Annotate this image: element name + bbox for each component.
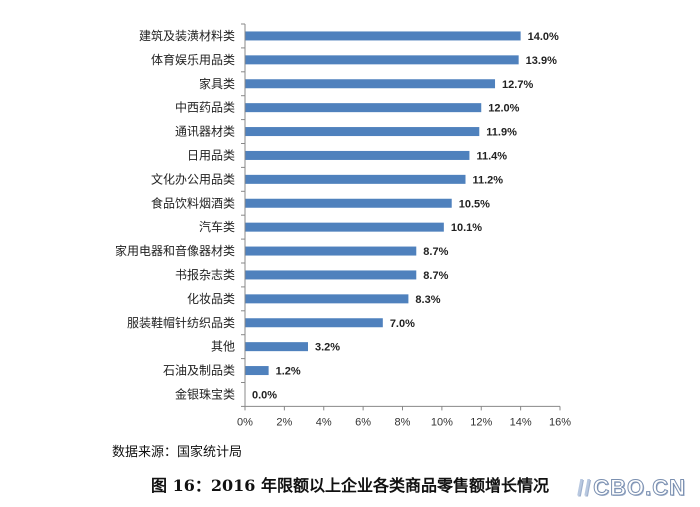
figure-caption: 图 16：2016 年限额以上企业各类商品零售额增长情况	[151, 476, 549, 495]
data-source-note: 数据来源：国家统计局	[112, 445, 243, 460]
value-label: 8.7%	[423, 246, 448, 258]
value-label: 11.4%	[476, 150, 507, 162]
x-tick-label: 16%	[549, 416, 571, 428]
bar	[245, 31, 521, 41]
bar	[245, 366, 269, 376]
bar	[245, 103, 482, 113]
value-label: 8.7%	[423, 270, 448, 282]
value-label: 10.5%	[459, 198, 490, 210]
value-label: 13.9%	[526, 55, 557, 67]
x-tick-label: 10%	[431, 416, 453, 428]
category-label: 家用电器和音像器材类	[115, 243, 235, 258]
bar	[245, 294, 409, 304]
x-tick-label: 12%	[470, 416, 492, 428]
bar	[245, 174, 466, 184]
value-label: 1.2%	[276, 366, 301, 378]
category-label: 日用品类	[187, 148, 235, 162]
value-label: 0.0%	[252, 389, 277, 401]
category-label: 通讯器材类	[175, 125, 235, 139]
category-label: 服装鞋帽针纺织品类	[127, 315, 235, 330]
category-label: 建筑及装潢材料类	[139, 28, 235, 43]
bar	[245, 342, 308, 352]
category-label: 金银珠宝类	[175, 386, 235, 401]
value-label: 3.2%	[315, 342, 340, 354]
category-label: 家具类	[199, 76, 235, 91]
category-label: 化妆品类	[187, 292, 235, 306]
category-label: 汽车类	[199, 219, 235, 234]
watermark-text: CBO.CN	[593, 475, 686, 501]
bar	[245, 55, 519, 65]
value-label: 11.9%	[486, 127, 517, 139]
value-label: 11.2%	[473, 174, 504, 186]
bar	[245, 246, 417, 256]
watermark-logo: //CBO.CN	[576, 475, 686, 501]
category-label: 石油及制品类	[163, 364, 235, 378]
x-tick-label: 14%	[510, 416, 532, 428]
x-tick-label: 2%	[276, 416, 292, 428]
x-tick-label: 8%	[395, 416, 411, 428]
value-label: 12.7%	[502, 79, 533, 91]
value-label: 14.0%	[528, 31, 559, 43]
x-tick-label: 0%	[237, 416, 253, 428]
bar	[245, 79, 496, 89]
bar-chart: 建筑及装潢材料类 14.0% 体育娱乐用品类 13.9% 家具类 12.7% 中西药品类 12…	[115, 23, 571, 428]
category-label: 中西药品类	[175, 100, 235, 115]
bar	[245, 127, 480, 137]
category-label: 食品饮料烟酒类	[151, 195, 235, 210]
value-label: 7.0%	[390, 318, 415, 330]
category-label: 书报杂志类	[175, 267, 235, 282]
bar	[245, 198, 452, 208]
bar	[245, 270, 417, 280]
bar	[245, 222, 444, 232]
category-label: 体育娱乐用品类	[151, 52, 235, 67]
bar	[245, 150, 470, 160]
value-label: 8.3%	[415, 294, 440, 306]
x-tick-label: 6%	[355, 416, 371, 428]
bar	[245, 318, 383, 328]
category-label: 其他	[211, 340, 235, 354]
x-tick-label: 4%	[316, 416, 332, 428]
category-label: 文化办公用品类	[151, 171, 235, 186]
value-label: 12.0%	[488, 103, 519, 115]
value-label: 10.1%	[451, 222, 482, 234]
